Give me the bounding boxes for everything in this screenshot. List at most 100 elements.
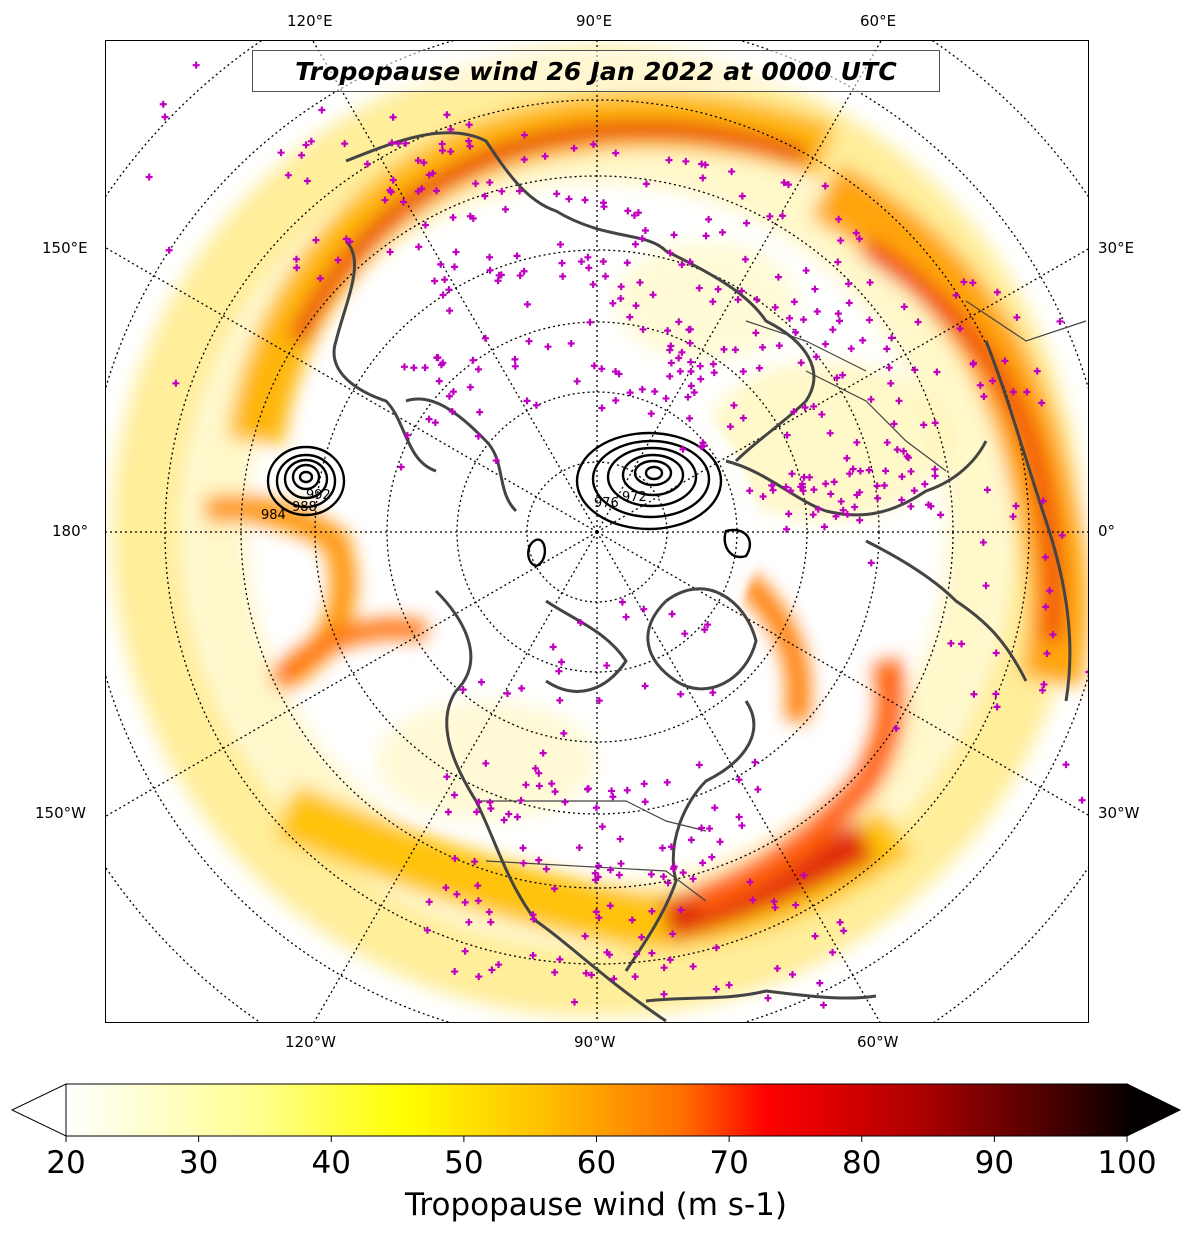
station-marker [827,490,835,498]
station-marker [1042,603,1050,611]
station-marker [774,273,782,281]
station-marker [615,370,623,378]
station-marker [476,408,484,416]
station-marker [1033,367,1041,375]
station-marker [813,308,821,316]
colorbar-label: Tropopause wind (m s-1) [405,1187,787,1223]
station-marker [638,235,646,243]
station-marker [523,397,531,405]
station-marker [641,798,649,806]
station-marker [882,467,890,475]
station-marker [433,187,441,195]
contour-labels: 984 988 992 976 972 [261,488,647,523]
station-marker [651,387,659,395]
station-marker [414,187,422,195]
lon-label-right-0: 0° [1098,522,1116,540]
lon-label-top-90e: 90°E [576,12,613,30]
station-marker [679,445,687,453]
station-marker [513,252,521,260]
station-marker [439,359,447,367]
station-marker [403,431,411,439]
station-marker [790,298,798,306]
station-marker [606,902,614,910]
station-marker [381,196,389,204]
station-marker [431,419,439,427]
station-marker [609,299,617,307]
station-marker [612,368,620,376]
station-marker [451,854,459,862]
station-marker [709,689,717,697]
station-marker [414,156,422,164]
station-marker [634,209,642,217]
station-marker [648,907,656,915]
station-marker [641,682,649,690]
station-marker [612,397,620,405]
station-marker [783,525,791,533]
station-marker [678,348,686,356]
station-marker [474,365,482,373]
station-marker [714,285,722,293]
station-marker [334,256,342,264]
station-marker [893,446,901,454]
station-marker [751,758,759,766]
station-marker [466,212,474,220]
station-marker [450,263,458,271]
station-marker [459,686,467,694]
station-marker [557,658,565,666]
contour-label: 988 [292,500,317,515]
station-marker [553,190,561,198]
station-marker [452,248,460,256]
lon-label-top-120e: 120°E [287,12,333,30]
station-marker [1009,513,1017,521]
station-marker [739,414,747,422]
station-marker [642,180,650,188]
station-marker [662,394,670,402]
station-marker [598,823,606,831]
station-marker [958,640,966,648]
station-marker [477,678,485,686]
station-marker [830,478,838,486]
station-marker [592,804,600,812]
station-marker [1009,388,1017,396]
station-marker [284,171,292,179]
station-marker [1062,761,1070,769]
station-marker [525,337,533,345]
station-marker [423,926,431,934]
station-marker [608,787,616,795]
station-marker [716,838,724,846]
station-marker [676,367,684,375]
station-marker [697,824,705,832]
station-marker [811,932,819,940]
station-marker [630,211,638,219]
station-marker [590,362,598,370]
station-marker [752,329,760,337]
station-marker [400,198,408,206]
station-marker [394,139,402,147]
station-marker [952,291,960,299]
station-marker [905,454,913,462]
station-marker [447,148,455,156]
station-marker [704,621,712,629]
station-marker [865,316,873,324]
station-marker [511,362,519,370]
station-marker [885,364,893,372]
station-marker [346,238,354,246]
station-marker [735,776,743,784]
station-marker [976,381,984,389]
station-marker [561,798,569,806]
station-marker [465,121,473,129]
station-marker [535,782,543,790]
station-marker [581,196,589,204]
map-title-text: Tropopause wind 26 Jan 2022 at 0000 UTC [295,56,897,86]
borders [476,300,1087,902]
station-marker [887,379,895,387]
station-marker [601,272,609,280]
station-marker [898,473,906,481]
station-marker [492,457,500,465]
station-marker [1038,399,1046,407]
station-marker [800,871,808,879]
station-marker [890,420,898,428]
station-marker [592,908,600,916]
station-marker [820,1001,828,1009]
colorbar-tick-label: 50 [444,1145,484,1181]
